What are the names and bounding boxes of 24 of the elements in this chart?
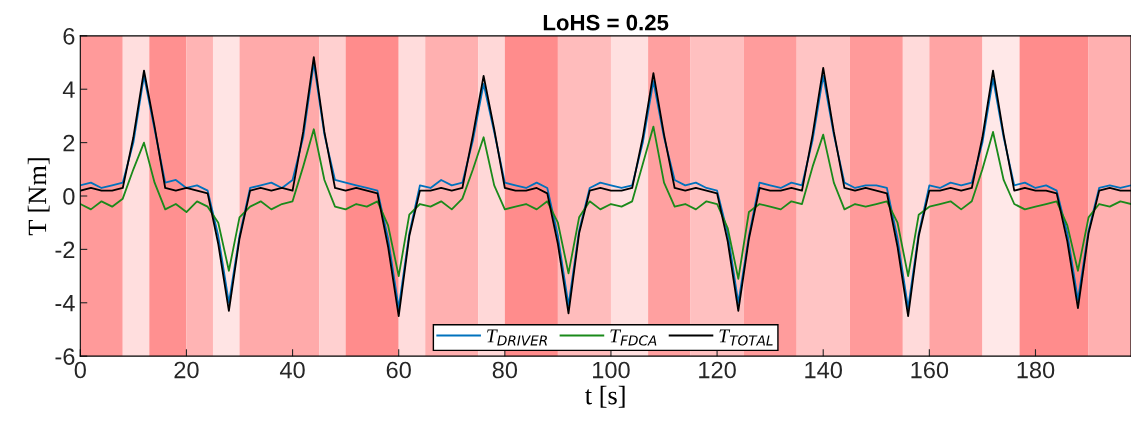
chart-title: LoHS = 0.25 [543,14,669,31]
x-tick-label: 80 [492,361,518,379]
x-tick-label: 40 [279,361,305,379]
y-tick-label: 0 [63,188,75,205]
y-axis-title: T [Nm] [27,158,50,236]
y-tick-label: 6 [63,27,75,45]
x-tick-label: 20 [174,361,199,379]
x-tick-label: 0 [74,361,86,379]
legend-label: T$_{TOTAL}$ [719,329,773,346]
legend-label: T$_{FDCA}$ [610,329,657,346]
x-tick-label: 120 [699,361,736,379]
legend-label: T$_{DRIVER}$ [487,329,547,346]
line-series [80,125,1131,280]
y-tick-label: -4 [55,295,75,312]
y-tick-label: -2 [55,241,75,258]
x-tick-label: 100 [593,361,630,379]
x-tick-label: 180 [1017,361,1055,379]
y-tick-label: -6 [55,348,75,365]
x-tick-label: 160 [911,361,949,379]
x-tick-label: 60 [386,361,411,379]
y-tick-label: 4 [62,81,75,98]
y-tick-label: 2 [63,134,75,152]
x-axis-title: t [s] [585,385,625,408]
x-tick-label: 140 [805,361,842,379]
